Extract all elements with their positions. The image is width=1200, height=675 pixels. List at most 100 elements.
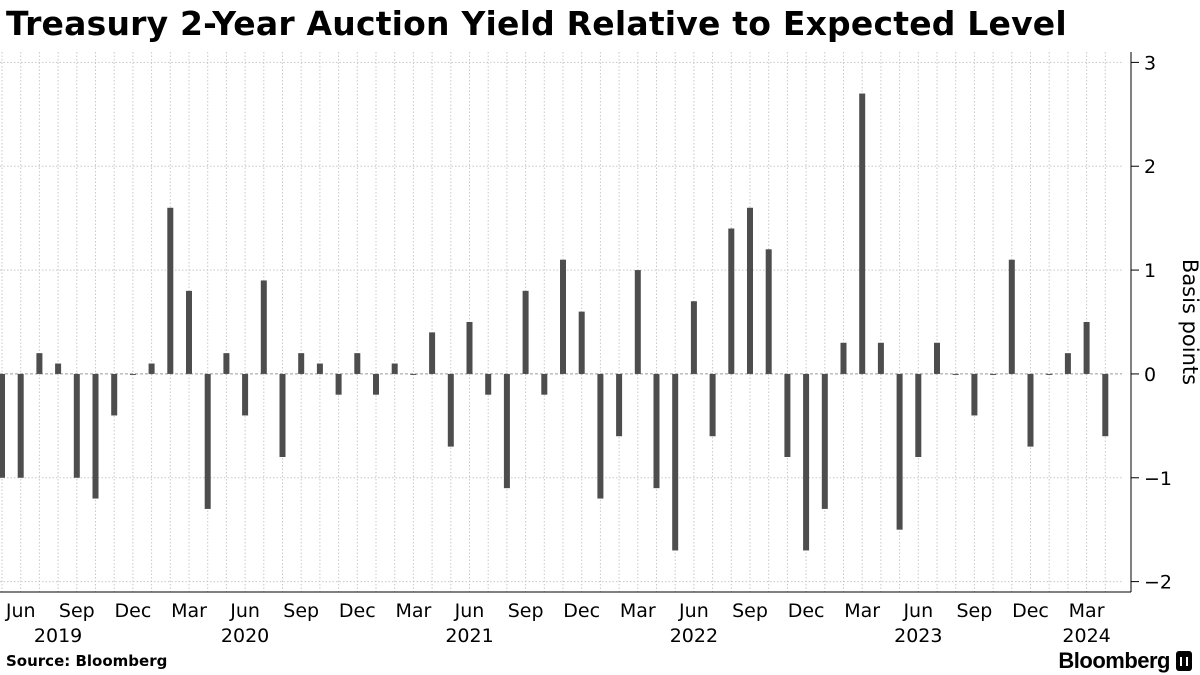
x-tick-label-year: 2023 — [894, 625, 942, 647]
bar — [1102, 373, 1109, 437]
bar — [129, 373, 136, 375]
bar — [653, 373, 660, 489]
x-tick-label-year: 2022 — [670, 625, 718, 647]
x-tick-label-month: Jun — [454, 600, 485, 622]
x-tick-label-month: Mar — [1069, 600, 1105, 622]
bar — [410, 373, 417, 375]
bar — [73, 373, 80, 478]
x-tick-label-month: Mar — [844, 600, 880, 622]
bar — [971, 373, 978, 416]
bar — [17, 373, 24, 478]
bloomberg-terminal-icon — [1176, 651, 1192, 671]
bar — [391, 363, 398, 374]
x-tick-label-month: Sep — [956, 600, 992, 622]
bar — [541, 373, 548, 395]
bar — [92, 373, 99, 499]
bar — [1083, 322, 1090, 374]
bar — [1027, 373, 1034, 447]
bar — [186, 290, 192, 374]
bar — [578, 311, 585, 374]
bar — [896, 373, 903, 530]
bar — [765, 249, 772, 374]
x-tick-label-year: 2019 — [34, 625, 82, 647]
brand-logo: Bloomberg — [1058, 648, 1192, 674]
bar — [335, 373, 342, 395]
x-tick-label-month: Jun — [678, 600, 709, 622]
brand-name: Bloomberg — [1058, 648, 1170, 673]
x-tick-label-month: Mar — [620, 600, 656, 622]
x-tick-label-month: Jun — [229, 600, 260, 622]
bar — [148, 363, 155, 374]
bar — [223, 353, 230, 374]
bar — [316, 363, 323, 374]
bar — [1046, 373, 1053, 375]
x-tick-label-month: Jun — [902, 600, 933, 622]
bar — [354, 353, 361, 374]
x-tick-label-month: Dec — [339, 600, 376, 622]
bar — [298, 353, 305, 374]
y-tick-label: 1 — [1144, 260, 1156, 282]
bar — [111, 373, 118, 416]
x-tick-label-month: Sep — [59, 600, 95, 622]
bar — [466, 322, 473, 374]
bar — [0, 373, 5, 478]
bar — [204, 373, 211, 509]
bar — [242, 373, 249, 416]
bar — [167, 207, 174, 374]
bar — [934, 342, 940, 374]
bar — [821, 373, 828, 509]
bar — [877, 342, 884, 374]
bar — [447, 373, 454, 447]
x-tick-label-year: 2020 — [221, 625, 269, 647]
bar — [690, 301, 697, 374]
bar — [1064, 353, 1071, 374]
bar — [840, 342, 847, 374]
bar — [803, 373, 810, 551]
bar — [36, 353, 43, 374]
axes — [0, 52, 1139, 593]
bars — [0, 93, 1109, 551]
bar — [728, 228, 735, 374]
bar — [747, 207, 753, 374]
x-tick-label-month: Dec — [115, 600, 152, 622]
bar — [55, 363, 62, 374]
bar — [859, 93, 866, 374]
bar — [522, 290, 529, 374]
x-tick-label-month: Dec — [788, 600, 825, 622]
bar — [260, 280, 267, 374]
x-tick-label-year: 2024 — [1062, 625, 1110, 647]
bar — [616, 373, 623, 437]
bar — [279, 373, 286, 457]
x-tick-label-month: Dec — [563, 600, 600, 622]
bar — [990, 373, 997, 375]
x-tick-label-month: Sep — [508, 600, 544, 622]
bar — [560, 259, 566, 374]
bar — [597, 373, 604, 499]
y-tick-label: −2 — [1144, 572, 1172, 594]
bar — [485, 373, 492, 395]
y-tick-label: 2 — [1144, 156, 1156, 178]
bar — [672, 373, 679, 551]
x-tick-label-year: 2021 — [445, 625, 493, 647]
x-tick-label-month: Sep — [732, 600, 768, 622]
bar — [915, 373, 922, 457]
x-tick-label-month: Mar — [395, 600, 431, 622]
tick-labels: 3 2 1 0 −1 −2 Basis points Jun Sep Dec Mar Jun Sep De… — [5, 52, 1200, 647]
y-axis-label: Basis points — [1178, 259, 1200, 385]
bar — [634, 270, 641, 374]
y-tick-label: −1 — [1144, 468, 1172, 490]
x-tick-label-month: Mar — [171, 600, 207, 622]
y-tick-label: 0 — [1144, 364, 1156, 386]
bar — [784, 373, 791, 457]
bar — [952, 373, 959, 375]
x-tick-label-month: Dec — [1012, 600, 1049, 622]
chart-title: Treasury 2-Year Auction Yield Relative t… — [6, 4, 1067, 43]
x-tick-label-month: Jun — [5, 600, 36, 622]
source-note: Source: Bloomberg — [6, 652, 168, 670]
bar — [503, 373, 510, 489]
bar — [373, 373, 379, 395]
bar — [1008, 259, 1015, 374]
y-tick-label: 3 — [1144, 52, 1156, 74]
bar — [429, 332, 436, 374]
